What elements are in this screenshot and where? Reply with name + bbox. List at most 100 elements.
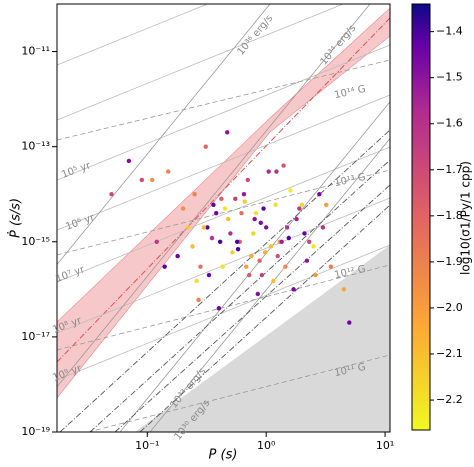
colorbar [411, 3, 431, 431]
x-tick-label: 10⁰ [257, 439, 276, 452]
x-tick-label: 10¹ [376, 439, 394, 452]
point [257, 258, 262, 263]
point [268, 244, 274, 249]
point [263, 225, 269, 230]
point [311, 244, 316, 249]
curve-label: 10¹⁴ G [333, 84, 366, 101]
point [262, 250, 268, 255]
colorbar-label: log10(σ1/Py/1 cpp) [459, 161, 473, 275]
point [320, 225, 326, 230]
colorbar-tick-label: −2.1 [436, 347, 463, 360]
point [190, 244, 195, 249]
curve-label: 10¹³ G [333, 172, 366, 189]
point [328, 264, 334, 269]
y-tick-label: 10⁻¹³ [21, 140, 50, 153]
y-axis-label: Ṗ (s/s) [8, 198, 24, 238]
point [241, 192, 247, 197]
point [283, 264, 288, 269]
background-curves [57, 4, 390, 432]
colorbar-tick-label: −1.9 [436, 255, 463, 268]
point [252, 216, 257, 222]
point [291, 287, 296, 292]
point [198, 264, 203, 269]
point [194, 278, 199, 284]
colorbar-tick-label: −1.7 [436, 163, 463, 176]
shaded-region [135, 245, 390, 432]
plot-frame [56, 3, 391, 433]
colorbar-tick-label: −1.4 [436, 25, 463, 38]
point [126, 158, 132, 164]
point [205, 225, 210, 230]
point [274, 169, 279, 174]
red-band [57, 7, 390, 399]
point [247, 272, 252, 278]
colorbar-tick-label: −1.6 [436, 117, 463, 130]
curve-label: 10⁷ yr [54, 264, 87, 285]
point [297, 206, 302, 211]
point [324, 202, 329, 207]
point [302, 231, 307, 236]
point [294, 216, 299, 222]
point [226, 216, 231, 222]
point [230, 250, 235, 255]
point [242, 199, 247, 204]
point [217, 239, 223, 244]
point [271, 278, 276, 284]
curve-label: 10⁵ yr [60, 160, 93, 181]
point [201, 225, 207, 230]
x-axis-label: P (s) [209, 448, 238, 463]
point [347, 320, 352, 325]
point [258, 220, 263, 226]
point [219, 196, 224, 202]
point [162, 264, 167, 269]
point [239, 210, 244, 216]
point [211, 202, 216, 207]
point [261, 206, 266, 211]
point [281, 163, 286, 168]
point [150, 177, 155, 183]
colorbar-tick-label: −2.2 [436, 393, 463, 406]
point [313, 272, 318, 278]
point [192, 192, 197, 197]
point [233, 196, 238, 202]
point [206, 272, 212, 278]
point [317, 192, 322, 197]
y-tick-label: 10⁻¹⁹ [21, 425, 50, 438]
point [275, 253, 280, 259]
point [279, 239, 284, 244]
point [234, 239, 240, 244]
point [244, 264, 249, 269]
point [214, 210, 219, 216]
point [259, 272, 265, 278]
y-tick-label: 10⁻¹⁵ [21, 235, 50, 248]
point [235, 246, 241, 252]
point [209, 235, 215, 241]
colorbar-tick-label: −2.0 [436, 301, 463, 314]
points [109, 130, 352, 325]
point [203, 144, 208, 149]
point [341, 287, 347, 292]
point [273, 202, 278, 207]
point [286, 235, 292, 241]
point [249, 253, 254, 259]
point [225, 130, 230, 135]
point [180, 206, 186, 211]
colorbar-tick-label: −1.8 [436, 209, 463, 222]
point [166, 169, 171, 174]
field-lines [57, 59, 390, 432]
colorbar-tick-label: −1.5 [436, 71, 463, 84]
curve-label: 10⁶ yr [64, 212, 97, 233]
point [109, 192, 114, 197]
death-lines [59, 129, 390, 432]
point [216, 306, 222, 311]
point [196, 297, 201, 303]
age-lines [57, 4, 390, 381]
point [222, 206, 228, 211]
point [185, 225, 191, 230]
point [139, 177, 145, 183]
point [154, 239, 159, 244]
curve-label: 10³⁶ erg/s [235, 13, 275, 58]
point [255, 291, 260, 297]
y-tick-label: 10⁻¹⁷ [21, 330, 50, 343]
